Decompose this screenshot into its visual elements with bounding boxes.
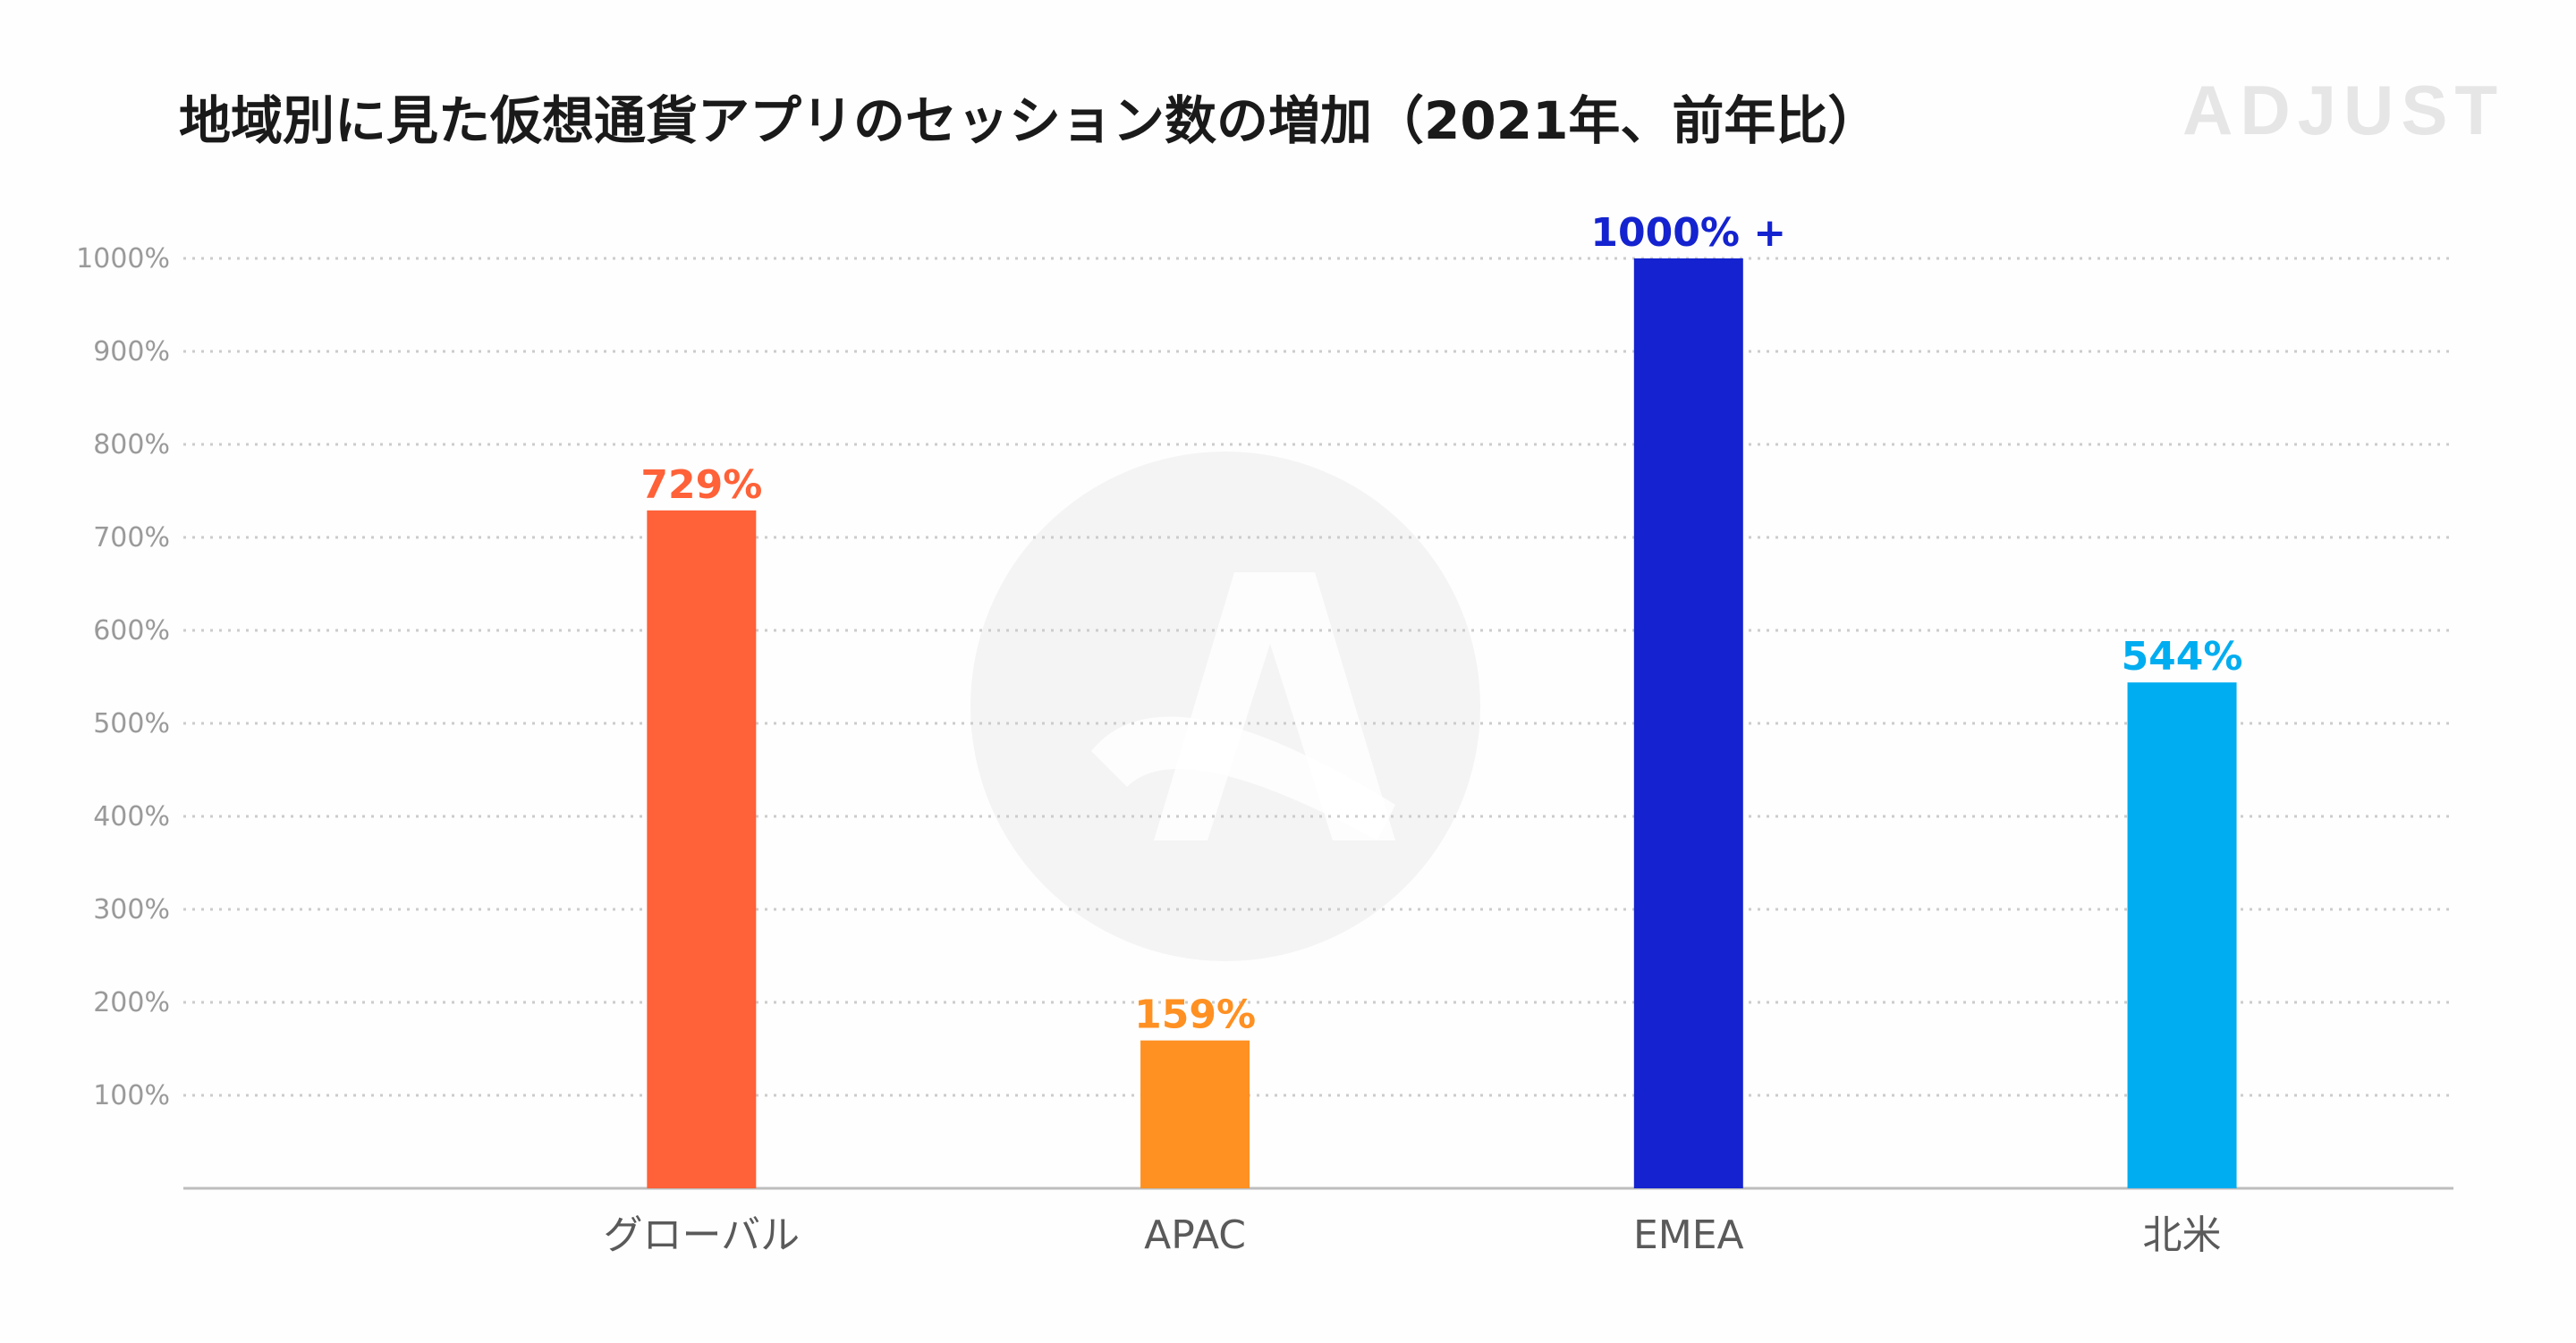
x-tick-label: APAC — [1144, 1212, 1246, 1258]
y-axis-ticks: 100% 200% 300% 400% 500% 600% 700% 800% 900% 1000… — [76, 243, 170, 1111]
bar-4 — [2127, 682, 2237, 1188]
data-label: 1000% + — [1590, 210, 1786, 256]
y-tick-label: 900% — [93, 336, 170, 367]
bars — [647, 258, 2237, 1188]
chart-title: 地域別に見た仮想通貨アプリのセッション数の増加（2021年、前年比） — [179, 90, 1880, 151]
bar-1 — [647, 510, 757, 1188]
data-label: 159% — [1134, 992, 1256, 1038]
y-tick-label: 800% — [93, 429, 170, 460]
data-labels: 729% 159% 1000% + 544% — [640, 210, 2242, 1038]
x-tick-label: 北米 — [2143, 1212, 2222, 1258]
bar-3 — [1633, 258, 1743, 1188]
bar-2 — [1140, 1040, 1250, 1188]
y-tick-label: 1000% — [76, 243, 170, 275]
y-tick-label: 600% — [93, 615, 170, 646]
y-tick-label: 100% — [93, 1080, 170, 1111]
y-tick-label: 300% — [93, 894, 170, 925]
gridlines — [183, 257, 2453, 1097]
data-label: 729% — [640, 462, 762, 508]
watermark-logo — [970, 452, 1480, 961]
y-tick-label: 700% — [93, 522, 170, 553]
data-label: 544% — [2122, 634, 2243, 680]
x-tick-label: EMEA — [1633, 1212, 1744, 1258]
y-tick-label: 200% — [93, 987, 170, 1018]
x-axis-ticks: グローバル APAC EMEA 北米 — [604, 1212, 2222, 1258]
x-tick-label: グローバル — [604, 1212, 801, 1258]
brand-logo: ADJUST — [2182, 71, 2505, 149]
y-tick-label: 500% — [93, 708, 170, 739]
y-tick-label: 400% — [93, 801, 170, 832]
